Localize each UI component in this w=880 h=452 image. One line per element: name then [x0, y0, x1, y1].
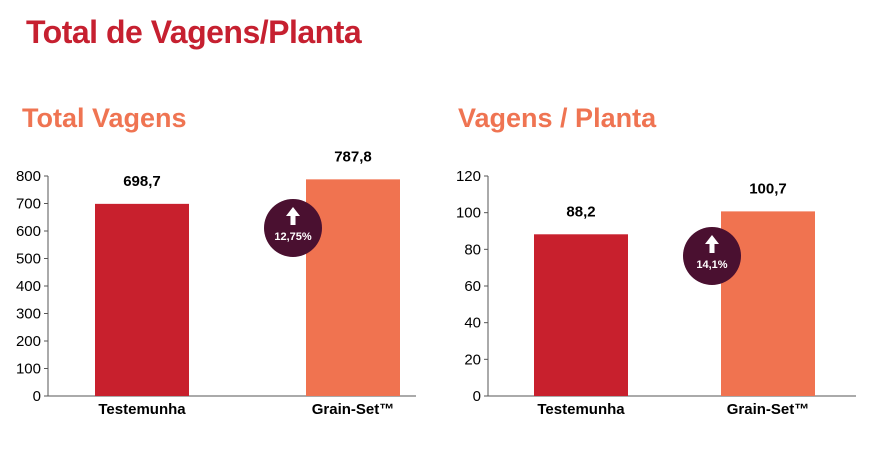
y-tick-label: 120	[456, 168, 481, 185]
chart-title-total-vagens: Total Vagens	[22, 103, 187, 133]
page-title: Total de Vagens/Planta	[26, 14, 362, 50]
category-label: Testemunha	[98, 401, 186, 418]
y-tick-label: 300	[16, 306, 41, 323]
y-tick-label: 700	[16, 196, 41, 213]
badge-percent-label: 14,1%	[696, 259, 727, 271]
y-tick-label: 100	[16, 361, 41, 378]
y-tick-label: 800	[16, 168, 41, 185]
badge-percent-label: 12,75%	[274, 231, 312, 243]
y-tick-label: 80	[464, 241, 481, 258]
y-tick-label: 200	[16, 333, 41, 350]
bar-value-label: 698,7	[123, 173, 161, 190]
y-tick-label: 0	[33, 388, 41, 405]
y-tick-label: 40	[464, 315, 481, 332]
y-tick-label: 20	[464, 351, 481, 368]
y-tick-label: 0	[473, 388, 481, 405]
category-label: Grain-Set™	[312, 401, 395, 418]
arrow-up-icon	[705, 235, 719, 253]
bar-chart-total-vagens: 0 100 200 300 400 500 600 700 800 698,7 Testemunha…	[16, 148, 416, 418]
category-label: Grain-Set™	[727, 401, 810, 418]
bar-value-label: 88,2	[566, 203, 595, 220]
y-tick-label: 500	[16, 251, 41, 268]
chart-title-vagens-planta: Vagens / Planta	[458, 103, 657, 133]
bar-value-label: 100,7	[749, 180, 787, 197]
bar-testemunha	[534, 234, 628, 396]
bar-testemunha	[95, 203, 189, 396]
y-tick-label: 600	[16, 223, 41, 240]
increase-badge: 14,1%	[683, 227, 741, 285]
bar-grain-set	[306, 179, 400, 396]
increase-badge: 12,75%	[264, 199, 322, 257]
arrow-up-icon	[286, 207, 300, 225]
category-label: Testemunha	[537, 401, 625, 418]
bar-chart-vagens-planta: 0 20 40 60 80 100 120 88,2 Testemunha 100,7 Grain-…	[456, 168, 856, 418]
y-tick-label: 60	[464, 278, 481, 295]
y-tick-label: 400	[16, 278, 41, 295]
y-tick-label: 100	[456, 205, 481, 222]
bar-value-label: 787,8	[334, 148, 372, 165]
